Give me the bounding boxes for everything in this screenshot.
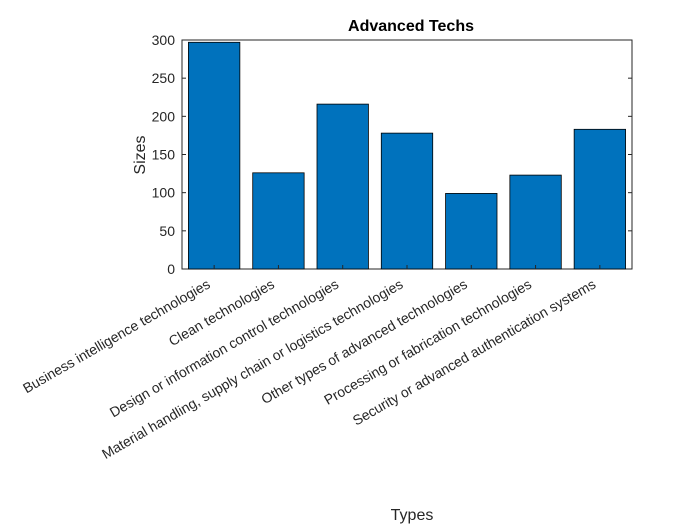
bar-4 xyxy=(380,132,434,270)
y-ticks-group: 0 50 100 150 200 250 300 xyxy=(152,32,632,277)
bars-group xyxy=(188,41,626,270)
y-tick-label: 250 xyxy=(152,70,176,86)
x-tick-label: Design or information control technologi… xyxy=(107,276,341,421)
bar-7 xyxy=(573,128,626,270)
bar-1 xyxy=(188,41,241,270)
bar-6 xyxy=(509,174,562,270)
bar-5 xyxy=(445,193,498,270)
y-tick-label: 100 xyxy=(152,185,176,201)
x-ticks-group: Business intelligence technologiesClean … xyxy=(20,265,601,462)
bar-3 xyxy=(316,103,369,270)
x-axis-label: Types xyxy=(391,507,434,524)
y-tick-label: 150 xyxy=(152,147,176,163)
bar-2 xyxy=(252,172,305,270)
y-axis-label: Sizes xyxy=(132,135,149,174)
x-tick-label: Clean technologies xyxy=(166,276,277,349)
y-tick-label: 50 xyxy=(159,223,175,239)
chart-title: Advanced Techs xyxy=(348,18,474,35)
y-tick-label: 300 xyxy=(152,32,176,48)
y-tick-label: 200 xyxy=(152,108,176,124)
y-tick-label: 0 xyxy=(167,261,175,277)
